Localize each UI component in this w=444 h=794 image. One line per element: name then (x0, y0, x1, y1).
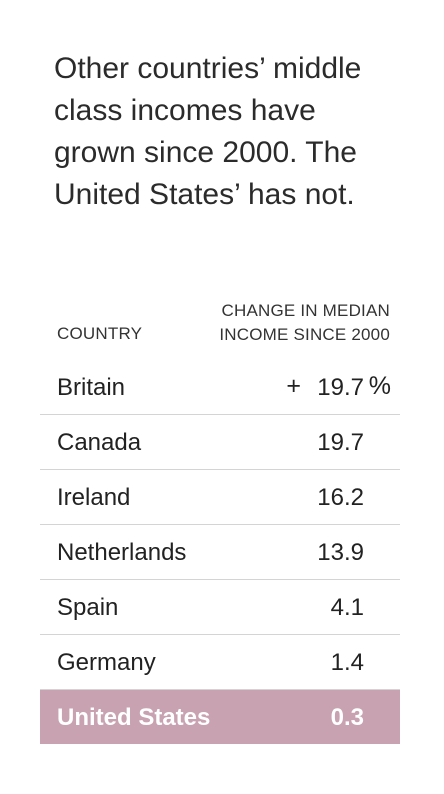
value-label: 1.4 (330, 649, 364, 676)
table-row-netherlands: Netherlands 13.9 (40, 525, 400, 580)
country-label: Spain (57, 594, 119, 621)
value-label: 16.2 (317, 484, 364, 511)
value-label: 19.7 (317, 374, 364, 401)
country-label: Ireland (57, 484, 131, 511)
chart-title: Other countries’ middle class incomes ha… (54, 52, 362, 211)
table-row-united-states-highlighted: United States 0.3 (40, 690, 400, 744)
value-label: 4.1 (330, 594, 364, 621)
data-table: Britain + 19.7 % Canada 19.7 Ireland 16.… (40, 360, 400, 744)
table-row-spain: Spain 4.1 (40, 580, 400, 635)
value-label: 19.7 (317, 429, 364, 456)
table-row-canada: Canada 19.7 (40, 415, 400, 470)
value-prefix: + (286, 372, 301, 400)
value-label: 13.9 (317, 539, 364, 566)
column-header-country: COUNTRY (57, 324, 143, 343)
country-label: United States (57, 704, 211, 731)
column-header-change: CHANGE IN MEDIAN INCOME SINCE 2000 (150, 299, 390, 347)
table-row-britain: Britain + 19.7 % (40, 360, 400, 415)
value-suffix: % (368, 372, 391, 400)
value-label: 0.3 (330, 704, 364, 731)
country-label: Netherlands (57, 539, 187, 566)
column-header-change-line-2: INCOME SINCE 2000 (219, 325, 390, 344)
country-label: Britain (57, 374, 126, 401)
table-row-germany: Germany 1.4 (40, 635, 400, 690)
column-header-change-line-1: CHANGE IN MEDIAN (221, 301, 390, 320)
table-row-ireland: Ireland 16.2 (40, 470, 400, 525)
country-label: Germany (57, 649, 156, 676)
country-label: Canada (57, 429, 142, 456)
